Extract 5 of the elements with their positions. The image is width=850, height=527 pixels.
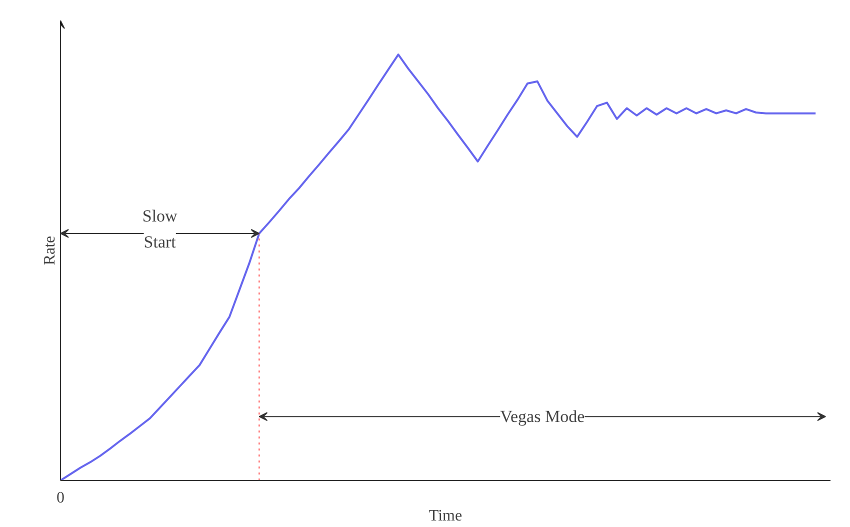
annotation: Slow Start — [142, 206, 178, 252]
y-axis-title: Rate — [42, 236, 58, 266]
annotation: Vegas Mode — [500, 407, 585, 426]
text: 0 — [56, 490, 64, 506]
x-axis-title: Time — [428, 508, 462, 524]
